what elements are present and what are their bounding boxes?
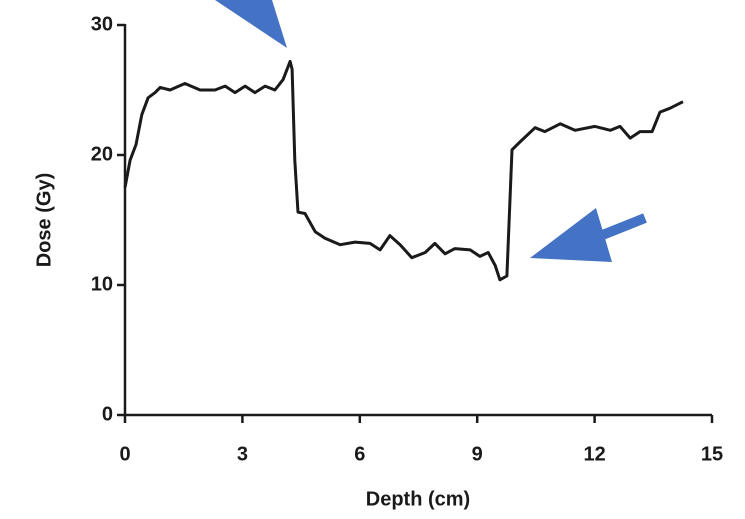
y-tick-label: 10 [91, 273, 113, 295]
x-tick-label: 9 [472, 443, 483, 465]
y-tick-label: 20 [91, 143, 113, 165]
arrow [530, 208, 612, 262]
arrow-shaft [588, 213, 647, 245]
x-tick-label: 6 [354, 443, 365, 465]
x-tick-label: 0 [119, 443, 130, 465]
y-tick-label: 0 [102, 403, 113, 425]
x-tick-label: 15 [701, 443, 723, 465]
y-axis-label: Dose (Gy) [33, 173, 55, 267]
arrow [215, 0, 287, 48]
x-tick-label: 12 [583, 443, 605, 465]
data-line [123, 59, 684, 282]
x-tick-label: 3 [237, 443, 248, 465]
y-tick-label: 30 [91, 13, 113, 35]
x-axis-label: Depth (cm) [366, 488, 470, 510]
